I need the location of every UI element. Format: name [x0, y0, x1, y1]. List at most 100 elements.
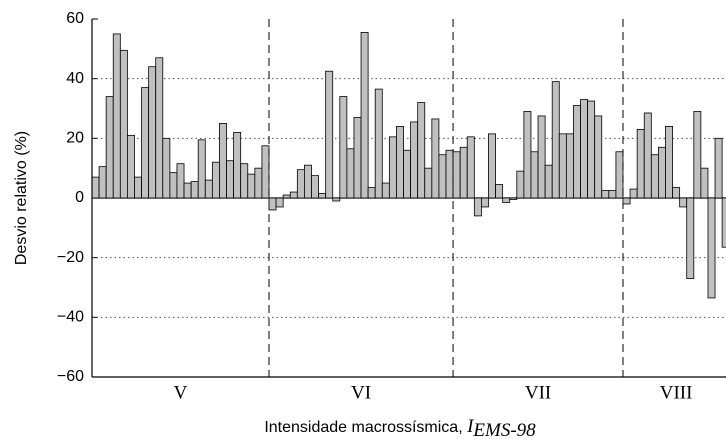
- bar: [480, 197, 489, 208]
- bar: [325, 70, 334, 199]
- bar: [176, 163, 185, 199]
- bar: [445, 149, 454, 199]
- bar: [410, 121, 419, 199]
- bar: [183, 182, 192, 199]
- bar: [693, 111, 702, 199]
- bar: [162, 137, 171, 199]
- bar: [204, 179, 213, 199]
- bar: [247, 173, 256, 199]
- bar: [381, 182, 390, 199]
- x-axis-label-symbol: I: [466, 416, 475, 437]
- bar: [516, 170, 525, 199]
- bar: [98, 166, 107, 199]
- bar: [580, 99, 589, 199]
- bar: [367, 187, 376, 199]
- x-axis-label-subscript: EMS-98: [472, 420, 536, 439]
- bar: [318, 193, 327, 199]
- bar: [502, 197, 511, 203]
- bar: [615, 151, 624, 199]
- bar: [558, 133, 567, 199]
- bar: [155, 57, 164, 199]
- bar: [707, 197, 716, 299]
- bar: [537, 115, 546, 199]
- bar: [112, 33, 121, 199]
- bar: [551, 81, 560, 199]
- bar: [686, 197, 695, 279]
- bar: [431, 118, 440, 199]
- bar: [672, 187, 681, 199]
- bar: [679, 197, 688, 208]
- y-tick-label: 60: [66, 10, 84, 27]
- bar: [608, 190, 617, 199]
- bar: [141, 87, 150, 199]
- bar: [127, 134, 135, 199]
- bar: [459, 146, 468, 199]
- bar: [721, 197, 726, 248]
- bar: [530, 151, 539, 199]
- bar: [233, 131, 242, 199]
- bar: [296, 169, 305, 199]
- bar: [346, 148, 355, 199]
- bar: [495, 184, 504, 199]
- bar: [488, 133, 496, 199]
- y-tick-label: −40: [57, 309, 84, 326]
- y-tick-label: −20: [57, 249, 84, 266]
- bar: [303, 164, 312, 199]
- bar: [565, 133, 574, 199]
- bar: [636, 128, 645, 199]
- bar: [396, 126, 404, 199]
- bar: [148, 66, 157, 199]
- bar: [190, 181, 199, 199]
- bar: [403, 149, 411, 199]
- bar: [282, 194, 291, 199]
- bar: [629, 188, 638, 199]
- bar: [573, 105, 581, 199]
- bar: [466, 136, 475, 199]
- bar: [643, 112, 652, 199]
- y-axis-label: Desvio relativo (%): [13, 131, 30, 265]
- bar: [374, 88, 383, 199]
- bar: [360, 32, 369, 199]
- bar: [544, 164, 553, 199]
- group-label: VIII: [660, 382, 693, 403]
- bar: [105, 96, 114, 199]
- bar: [91, 176, 100, 199]
- bar: [219, 123, 227, 199]
- bar: [594, 115, 603, 199]
- bar: [311, 175, 319, 199]
- bar: [650, 154, 659, 199]
- bar: [417, 102, 426, 199]
- bar: [119, 49, 128, 199]
- bar: [473, 197, 482, 217]
- bar: [197, 139, 206, 199]
- bar: [169, 172, 178, 199]
- bar: [332, 197, 341, 202]
- bar: [523, 111, 532, 199]
- group-label: VI: [351, 382, 371, 403]
- bar: [509, 197, 518, 200]
- bar: [339, 96, 348, 199]
- x-axis-label-text: Intensidade macrossísmica,: [264, 419, 467, 436]
- bar: [226, 160, 235, 199]
- y-tick-label: 40: [66, 70, 84, 87]
- bar: [275, 197, 284, 208]
- bar: [240, 163, 249, 199]
- bar: [424, 167, 433, 199]
- group-label: V: [174, 382, 188, 403]
- bar: [353, 117, 362, 199]
- bar: [268, 197, 277, 211]
- bar: [388, 136, 397, 199]
- bar: [289, 191, 298, 199]
- bar: [700, 167, 709, 199]
- bar: [254, 167, 263, 199]
- bar: [658, 146, 666, 199]
- x-axis-label: Intensidade macrossísmica, IEMS-98: [264, 416, 536, 439]
- y-tick-label: −60: [57, 368, 84, 385]
- bar: [665, 126, 673, 199]
- bar: [438, 154, 447, 199]
- bar: [134, 176, 142, 199]
- bar: [452, 151, 461, 199]
- bar: [714, 137, 723, 199]
- bar: [211, 161, 220, 199]
